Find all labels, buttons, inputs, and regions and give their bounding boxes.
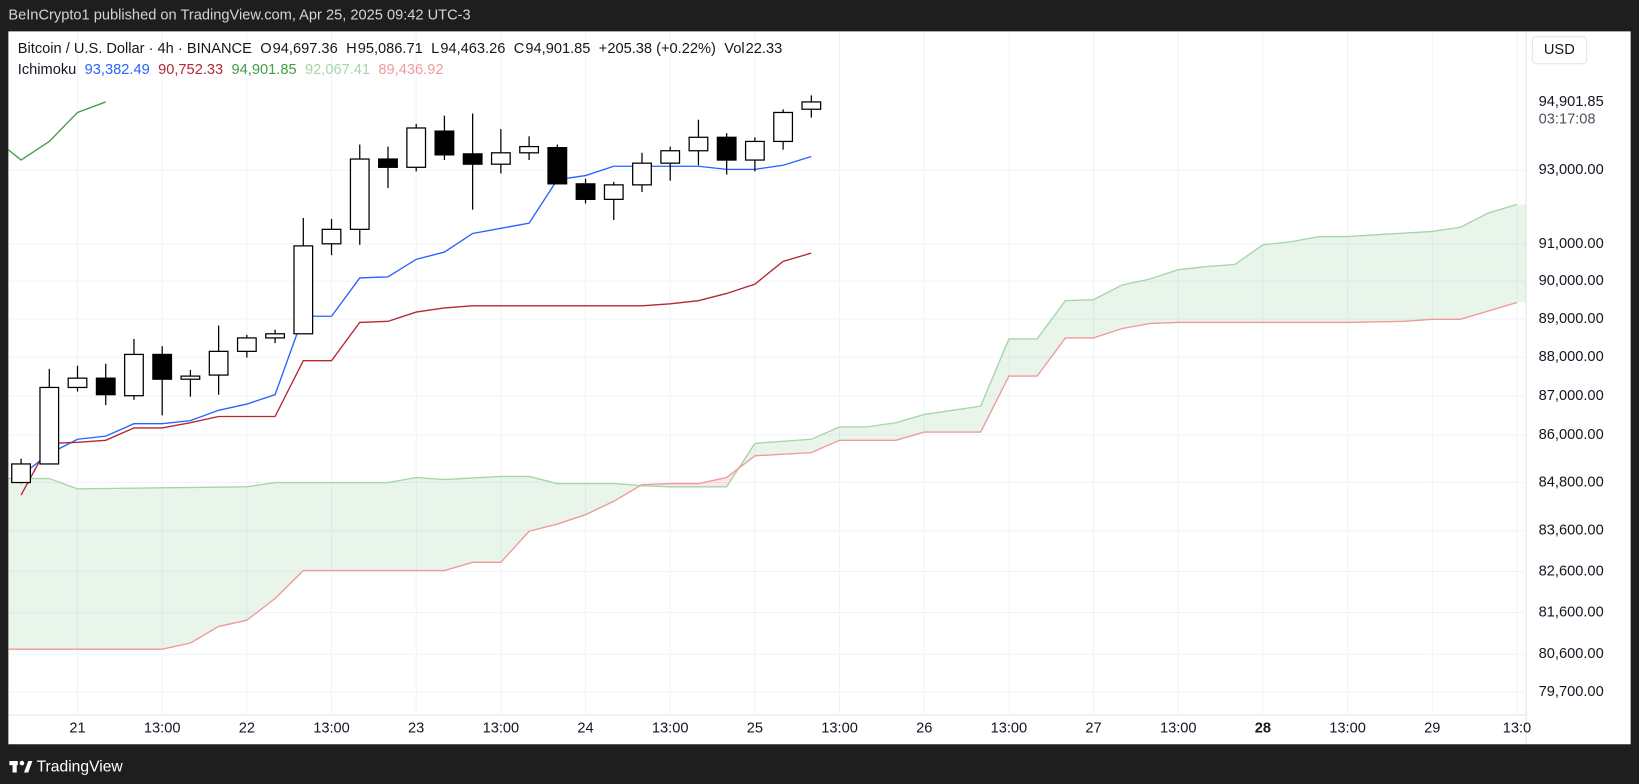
currency[interactable]: USD — [1544, 42, 1575, 58]
countdown: 03:17:08 — [1539, 112, 1596, 128]
x-tick-label: 23 — [408, 720, 424, 736]
tradingview-logo — [9, 760, 33, 773]
volume-label: Vol — [724, 41, 744, 57]
x-tick-label: 29 — [1424, 720, 1440, 736]
x-tick-label: 13:0 — [1503, 720, 1531, 736]
candle-body — [575, 183, 596, 200]
published-note: BeInCrypto1 published on TradingView.com… — [8, 8, 470, 24]
ohlc-value: 94,463.26 — [440, 41, 505, 57]
indicator-line — [8, 301, 1518, 650]
candle-body — [236, 337, 257, 352]
candle-body — [801, 101, 822, 110]
ohlc-label: L — [431, 41, 439, 57]
y-tick-label: 81,600.00 — [1539, 604, 1604, 620]
candle-body — [39, 386, 60, 465]
candle-body — [603, 184, 624, 200]
y-tick-label: 80,600.00 — [1539, 646, 1604, 662]
axes: 21 13:00 22 13:00 23 13:00 24 13:00 25 13:00 26 13:… — [69, 94, 1603, 737]
ohlc-label: O — [260, 41, 271, 57]
x-tick-label: 21 — [69, 720, 85, 736]
indicator-line — [20, 252, 812, 496]
grid — [8, 31, 1527, 715]
y-tick-label: 86,000.00 — [1539, 427, 1604, 443]
candle-body — [11, 463, 32, 484]
x-tick-label: 13:00 — [1329, 720, 1366, 736]
x-tick-label: 28 — [1255, 720, 1271, 736]
indicator-value: 94,901.85 — [232, 62, 297, 78]
y-tick-label: 83,600.00 — [1539, 523, 1604, 539]
candles — [11, 95, 822, 484]
candle-body — [378, 158, 398, 168]
x-tick-label: 13:00 — [144, 720, 181, 736]
candle-body — [434, 130, 455, 156]
candle-body — [490, 152, 511, 165]
indicator-lines — [8, 101, 1518, 650]
candle-body — [321, 228, 342, 245]
candle-body — [265, 333, 286, 339]
candle-body — [124, 353, 144, 397]
x-tick-label: 13:00 — [313, 720, 350, 736]
ohlc-label: C — [514, 41, 525, 57]
x-tick-label: 13:00 — [991, 720, 1028, 736]
indicator-value: 93,382.49 — [85, 62, 150, 78]
footer-brand: TradingView — [37, 758, 124, 775]
candle-body — [773, 111, 794, 143]
y-tick-label: 93,000.00 — [1539, 162, 1604, 178]
y-tick-label: 90,000.00 — [1539, 273, 1604, 289]
change: +205.38 (+0.22%) — [599, 41, 716, 57]
y-tick-label: 87,000.00 — [1539, 388, 1604, 404]
ohlc-value: 94,901.85 — [525, 41, 590, 57]
y-tick-label: 84,800.00 — [1539, 474, 1604, 490]
candle-body — [744, 140, 765, 161]
candle-body — [716, 136, 737, 161]
price-label: 94,901.85 — [1539, 94, 1604, 110]
candle-body — [632, 162, 652, 186]
candle-body — [547, 147, 568, 185]
candle-body — [660, 150, 681, 164]
x-tick-label: 26 — [916, 720, 932, 736]
y-tick-label: 88,000.00 — [1539, 349, 1604, 365]
indicator-line — [20, 155, 812, 476]
x-tick-label: 24 — [577, 720, 593, 736]
y-tick-label: 91,000.00 — [1539, 236, 1604, 252]
symbol: Bitcoin / U.S. Dollar · 4h · BINANCE — [18, 41, 252, 57]
ohlc-value: 94,697.36 — [273, 41, 338, 57]
candle-body — [519, 145, 540, 154]
candle-body — [95, 377, 116, 396]
volume: 22.33 — [746, 41, 783, 57]
x-tick-label: 13:00 — [483, 720, 520, 736]
candle-body — [688, 136, 709, 152]
y-tick-label: 79,700.00 — [1539, 684, 1604, 700]
candle-body — [208, 350, 229, 376]
x-tick-label: 13:00 — [652, 720, 689, 736]
legend: Bitcoin / U.S. Dollar · 4h · BINANCE O 94,… — [18, 41, 782, 78]
candle-body — [406, 127, 427, 168]
candle-body — [67, 377, 88, 389]
x-tick-label: 13:00 — [821, 720, 858, 736]
x-tick-label: 27 — [1085, 720, 1101, 736]
indicator-name: Ichimoku — [18, 62, 77, 78]
ohlc-label: H — [346, 41, 357, 57]
indicator-line — [8, 203, 1518, 490]
chart-panel — [8, 31, 1631, 745]
x-tick-label: 22 — [239, 720, 255, 736]
indicator-value: 90,752.33 — [158, 62, 223, 78]
x-tick-label: 25 — [747, 720, 763, 736]
candle-body — [293, 245, 314, 335]
indicator-value: 89,436.92 — [378, 62, 443, 78]
y-tick-label: 82,600.00 — [1539, 563, 1604, 579]
candle-body — [152, 353, 173, 380]
x-tick-label: 13:00 — [1160, 720, 1197, 736]
candle-body — [349, 158, 370, 230]
candle-body — [462, 153, 483, 165]
currency-button[interactable] — [1531, 36, 1588, 65]
indicator-value: 92,067.41 — [305, 62, 370, 78]
indicator-line — [8, 101, 106, 161]
y-tick-label: 89,000.00 — [1539, 311, 1604, 327]
ohlc-value: 95,086.71 — [358, 41, 423, 57]
candle-body — [180, 375, 201, 380]
